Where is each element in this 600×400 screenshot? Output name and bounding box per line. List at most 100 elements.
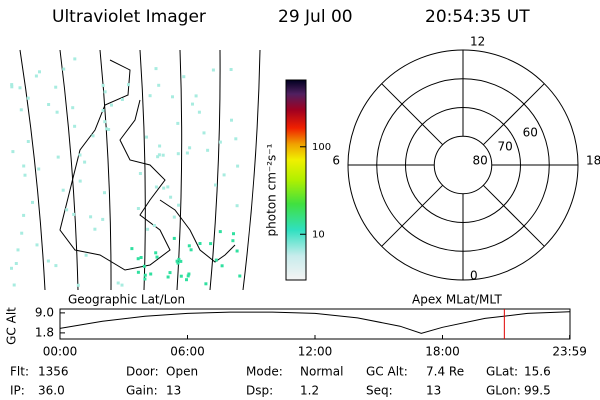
meridian xyxy=(139,49,146,291)
mlt-label: 18 xyxy=(586,154,600,168)
emission-pixel xyxy=(234,137,238,141)
emission-pixel xyxy=(20,231,24,235)
emission-pixel xyxy=(107,128,111,131)
emission-pixel xyxy=(235,249,239,253)
emission-pixel xyxy=(156,155,160,159)
emission-pixel xyxy=(177,203,181,207)
emission-pixel xyxy=(12,283,16,287)
emission-pixel xyxy=(187,244,191,248)
emission-pixel xyxy=(211,68,215,72)
emission-pixel xyxy=(78,179,82,183)
emission-pixel xyxy=(197,110,201,114)
meridian xyxy=(242,49,261,291)
lat-label: 80 xyxy=(472,153,487,167)
emission-pixel xyxy=(142,264,146,268)
y-tick-label: 1.8 xyxy=(35,325,54,339)
x-tick-label: 00:00 xyxy=(43,345,78,359)
field-value: 36.0 xyxy=(38,384,65,398)
emission-pixel xyxy=(214,258,218,262)
meridian xyxy=(59,49,79,291)
emission-pixel xyxy=(130,247,134,251)
emission-pixel xyxy=(214,183,217,187)
emission-pixel xyxy=(229,68,233,71)
emission-pixel xyxy=(120,98,124,101)
emission-pixel xyxy=(103,90,107,94)
emission-pixel xyxy=(46,259,50,263)
emission-pixel xyxy=(162,186,166,190)
x-tick-label: 12:00 xyxy=(298,345,333,359)
emission-pixel xyxy=(157,83,161,87)
emission-pixel xyxy=(238,274,242,278)
emission-pixel xyxy=(152,224,156,227)
emission-pixel xyxy=(154,185,158,189)
field-value: Normal xyxy=(300,365,343,379)
altitude-line xyxy=(59,311,570,334)
field-value: 99.5 xyxy=(524,384,551,398)
emission-pixel xyxy=(136,257,140,261)
emission-pixel xyxy=(145,135,148,139)
emission-pixel xyxy=(101,109,105,112)
lat-label: 70 xyxy=(498,139,513,153)
emission-pixel xyxy=(11,150,15,154)
field-value: 13 xyxy=(166,384,181,398)
emission-pixel xyxy=(194,94,198,98)
field-label: GLon: xyxy=(486,384,521,398)
emission-pixel xyxy=(91,134,95,138)
emission-pixel xyxy=(83,160,87,164)
mlt-spoke xyxy=(381,184,444,247)
emission-pixel xyxy=(110,103,113,107)
field-label: Flt: xyxy=(10,365,29,379)
mlt-label: 12 xyxy=(470,35,485,49)
x-tick-label: 23:59 xyxy=(552,345,587,359)
emission-pixel xyxy=(157,153,161,157)
emission-pixel xyxy=(176,261,180,265)
field-value: 1356 xyxy=(38,365,69,379)
emission-pixel xyxy=(232,232,235,236)
emission-pixel xyxy=(65,208,69,212)
emission-pixel xyxy=(149,272,153,276)
colorbar-label: photon cm⁻²s⁻¹ xyxy=(265,143,279,236)
meridian xyxy=(99,49,112,291)
emission-pixel xyxy=(186,274,190,278)
emission-pixel xyxy=(55,110,59,114)
emission-pixel xyxy=(10,83,14,87)
meridian xyxy=(209,49,221,291)
emission-pixel xyxy=(166,185,170,189)
emission-pixel xyxy=(56,155,60,159)
emission-pixel xyxy=(206,148,210,152)
emission-pixel xyxy=(166,275,170,279)
emission-pixel xyxy=(202,131,206,135)
map-label: Geographic Lat/Lon xyxy=(68,293,185,307)
emission-pixel xyxy=(26,96,30,100)
emission-pixel xyxy=(139,256,143,259)
emission-pixel xyxy=(105,127,109,131)
field-label: GC Alt: xyxy=(366,365,408,379)
emission-pixel xyxy=(101,83,105,87)
emission-pixel xyxy=(138,172,142,175)
emission-pixel xyxy=(73,57,77,61)
emission-pixel xyxy=(176,152,180,156)
field-label: IP: xyxy=(10,384,25,398)
emission-pixel xyxy=(154,251,158,255)
emission-pixel xyxy=(93,227,97,231)
emission-pixel xyxy=(172,215,176,219)
emission-pixel xyxy=(72,212,76,216)
mlt-label: 6 xyxy=(332,154,340,168)
date: 29 Jul 00 xyxy=(278,7,353,27)
emission-pixel xyxy=(187,272,191,276)
emission-pixel xyxy=(191,102,194,106)
emission-pixel xyxy=(231,239,235,243)
emission-pixel xyxy=(61,188,65,192)
emission-pixel xyxy=(155,255,159,259)
emission-pixel xyxy=(235,204,239,208)
emission-pixel xyxy=(179,274,183,278)
emission-pixel xyxy=(103,120,107,124)
field-value: 7.4 Re xyxy=(426,365,464,379)
emission-pixel xyxy=(120,283,124,287)
emission-pixel xyxy=(103,191,106,195)
emission-pixel xyxy=(23,173,27,177)
emission-pixel xyxy=(168,271,172,275)
emission-pixel xyxy=(220,264,224,268)
emission-pixel xyxy=(19,108,23,112)
